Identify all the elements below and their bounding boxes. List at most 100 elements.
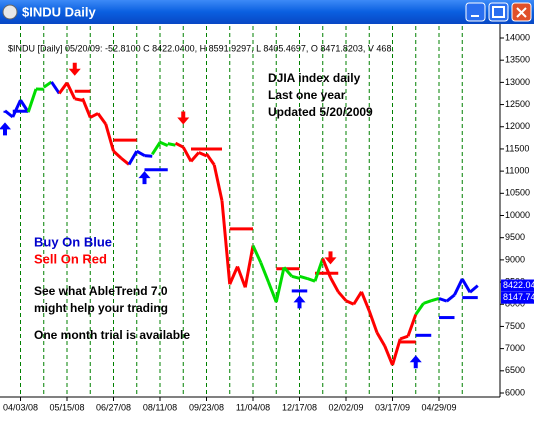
y-tick-label: 12500: [505, 99, 530, 109]
price-segment: [455, 279, 463, 295]
y-tick-label: 11000: [505, 166, 529, 176]
legend-text: Buy On Blue: [34, 234, 112, 249]
price-segment: [114, 151, 122, 158]
price-segment: [67, 83, 75, 99]
last-value-label: 8422.040: [503, 280, 534, 290]
legend-text: Sell On Red: [34, 251, 107, 266]
price-segment: [98, 113, 106, 124]
price-segment: [269, 282, 277, 302]
price-segment: [431, 298, 439, 300]
y-tick-label: 7000: [505, 343, 525, 353]
maximize-button[interactable]: [489, 3, 508, 21]
price-segment: [354, 292, 362, 304]
price-segment: [191, 152, 199, 161]
price-segment: [377, 333, 385, 346]
price-segment: [462, 279, 470, 292]
y-tick-label: 7500: [505, 321, 525, 331]
price-segment: [207, 154, 215, 165]
last-value-label: 8147.746: [503, 292, 534, 302]
x-tick-label: 12/17/08: [282, 402, 317, 412]
y-tick-label: 6500: [505, 365, 525, 375]
price-segment: [292, 276, 300, 278]
chart-header: $INDU [Daily] 05/20/09: -52.8100 C 8422.…: [8, 43, 394, 53]
y-tick-label: 13000: [505, 77, 530, 87]
promo-text: See what AbleTrend 7.0: [34, 284, 168, 298]
price-segment: [222, 201, 230, 284]
signal-arrow: [0, 122, 11, 135]
annotation: Last one year: [268, 88, 346, 102]
price-segment: [470, 286, 478, 293]
y-tick-label: 12000: [505, 121, 530, 131]
y-tick-label: 9500: [505, 232, 525, 242]
signal-arrow: [139, 171, 151, 184]
price-segment: [168, 144, 176, 146]
price-segment: [408, 314, 416, 336]
price-segment: [369, 311, 377, 333]
x-tick-label: 04/03/08: [3, 402, 38, 412]
window-title: $INDU Daily: [22, 4, 96, 19]
signal-arrow: [69, 63, 81, 76]
price-segment: [137, 151, 145, 155]
price-segment: [59, 83, 67, 94]
price-segment: [183, 147, 191, 161]
price-segment: [106, 124, 114, 151]
price-segment: [214, 165, 222, 201]
signal-arrow: [294, 295, 306, 308]
price-segment: [362, 292, 370, 311]
price-segment: [447, 295, 455, 301]
price-segment: [261, 263, 269, 283]
price-segment: [346, 301, 354, 305]
promo-text: One month trial is available: [34, 328, 190, 342]
price-segment: [424, 301, 432, 304]
price-segment: [253, 246, 261, 263]
y-tick-label: 10000: [505, 210, 530, 220]
price-segment: [230, 267, 238, 285]
x-tick-label: 08/11/08: [143, 402, 177, 412]
price-segment: [13, 100, 21, 117]
price-segment: [416, 303, 424, 314]
price-segment: [338, 292, 346, 301]
price-segment: [439, 298, 447, 301]
x-tick-label: 03/17/09: [375, 402, 410, 412]
price-segment: [52, 82, 60, 94]
y-tick-label: 6000: [505, 387, 525, 397]
price-segment: [315, 259, 323, 282]
annotation: Updated 5/20/2009: [268, 105, 373, 119]
minimize-button[interactable]: [466, 3, 485, 21]
y-tick-label: 11500: [505, 143, 529, 153]
price-segment: [90, 113, 98, 117]
signal-arrow: [325, 251, 337, 264]
price-segment: [300, 276, 308, 278]
price-segment: [129, 151, 137, 164]
x-tick-label: 11/04/08: [236, 402, 270, 412]
price-segment: [393, 339, 401, 365]
annotation: DJIA index daily: [268, 71, 361, 85]
price-segment: [145, 156, 153, 157]
price-segment: [400, 336, 408, 339]
price-segment: [331, 278, 339, 292]
y-tick-label: 10500: [505, 188, 530, 198]
y-tick-label: 14000: [505, 32, 530, 42]
price-segment: [176, 143, 184, 147]
price-segment: [152, 142, 160, 154]
price-segment: [28, 89, 36, 112]
price-segment: [385, 346, 393, 365]
x-tick-label: 04/29/09: [421, 402, 456, 412]
price-segment: [276, 267, 284, 302]
x-tick-label: 02/02/09: [328, 402, 363, 412]
app-icon: [3, 5, 17, 19]
price-segment: [199, 152, 207, 155]
price-segment: [83, 98, 91, 117]
price-segment: [160, 142, 168, 145]
signal-arrow: [410, 355, 422, 368]
price-segment: [245, 246, 253, 288]
signal-arrow: [177, 112, 189, 125]
y-tick-label: 9000: [505, 254, 525, 264]
price-segment: [238, 267, 246, 288]
x-tick-label: 05/15/08: [49, 402, 84, 412]
y-tick-label: 13500: [505, 55, 530, 65]
x-tick-label: 06/27/08: [96, 402, 131, 412]
x-tick-label: 09/23/08: [189, 402, 224, 412]
promo-text: might help your trading: [34, 301, 168, 315]
